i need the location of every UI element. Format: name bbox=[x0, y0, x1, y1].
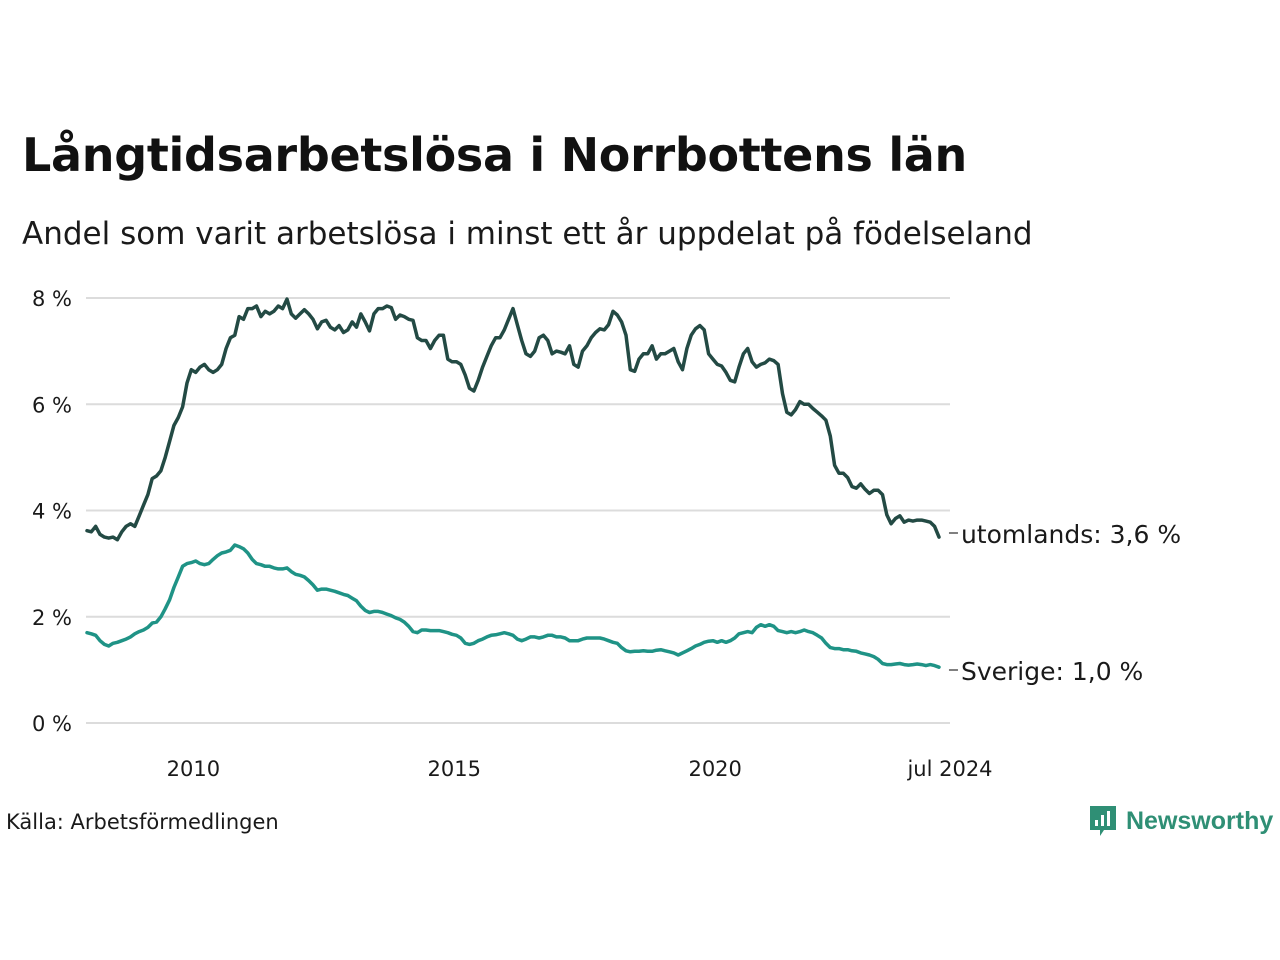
grid-lines bbox=[86, 297, 950, 724]
x-tick-label: 2020 bbox=[688, 757, 741, 781]
source-credit: Källa: Arbetsförmedlingen bbox=[6, 810, 279, 834]
y-tick-label: 0 % bbox=[32, 712, 72, 736]
series-end-label-Sverige: Sverige: 1,0 % bbox=[961, 657, 1143, 686]
chart-subtitle: Andel som varit arbetslösa i minst ett å… bbox=[22, 216, 1033, 252]
series-end-label-utomlands: utomlands: 3,6 % bbox=[961, 520, 1181, 549]
y-tick-label: 4 % bbox=[32, 500, 72, 524]
x-tick-label: 2015 bbox=[428, 757, 481, 781]
chart-title: Långtidsarbetslösa i Norrbottens län bbox=[22, 128, 967, 182]
series-lines bbox=[85, 297, 941, 669]
x-axis-tick-labels: 2010 2015 2020 jul 2024 bbox=[167, 757, 993, 781]
series-end-labels: utomlands: 3,6 % Sverige: 1,0 % bbox=[948, 520, 1181, 686]
y-tick-label: 2 % bbox=[32, 606, 72, 630]
x-tick-label: jul 2024 bbox=[906, 757, 992, 781]
series-line-utomlands bbox=[85, 297, 941, 542]
y-axis-tick-labels: 0 % 2 % 4 % 6 % 8 % bbox=[32, 287, 72, 736]
newsworthy-logo-icon bbox=[1090, 806, 1116, 836]
y-tick-label: 8 % bbox=[32, 287, 72, 311]
x-tick-label: 2010 bbox=[167, 757, 220, 781]
y-tick-label: 6 % bbox=[32, 393, 72, 417]
brand-name: Newsworthy bbox=[1126, 806, 1274, 835]
series-line-Sverige bbox=[85, 543, 941, 669]
brand-logo: Newsworthy bbox=[1088, 804, 1273, 838]
